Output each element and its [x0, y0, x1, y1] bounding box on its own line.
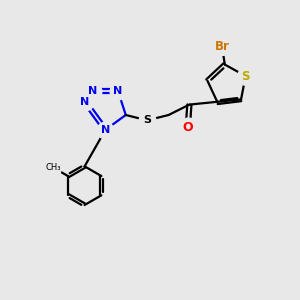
- Text: CH₃: CH₃: [46, 163, 62, 172]
- Text: N: N: [80, 97, 90, 107]
- Text: S: S: [143, 116, 151, 125]
- Text: Br: Br: [215, 40, 230, 52]
- Text: O: O: [183, 121, 193, 134]
- Text: N: N: [101, 125, 110, 135]
- Text: S: S: [241, 70, 250, 83]
- Text: N: N: [88, 86, 98, 96]
- Text: N: N: [113, 86, 123, 96]
